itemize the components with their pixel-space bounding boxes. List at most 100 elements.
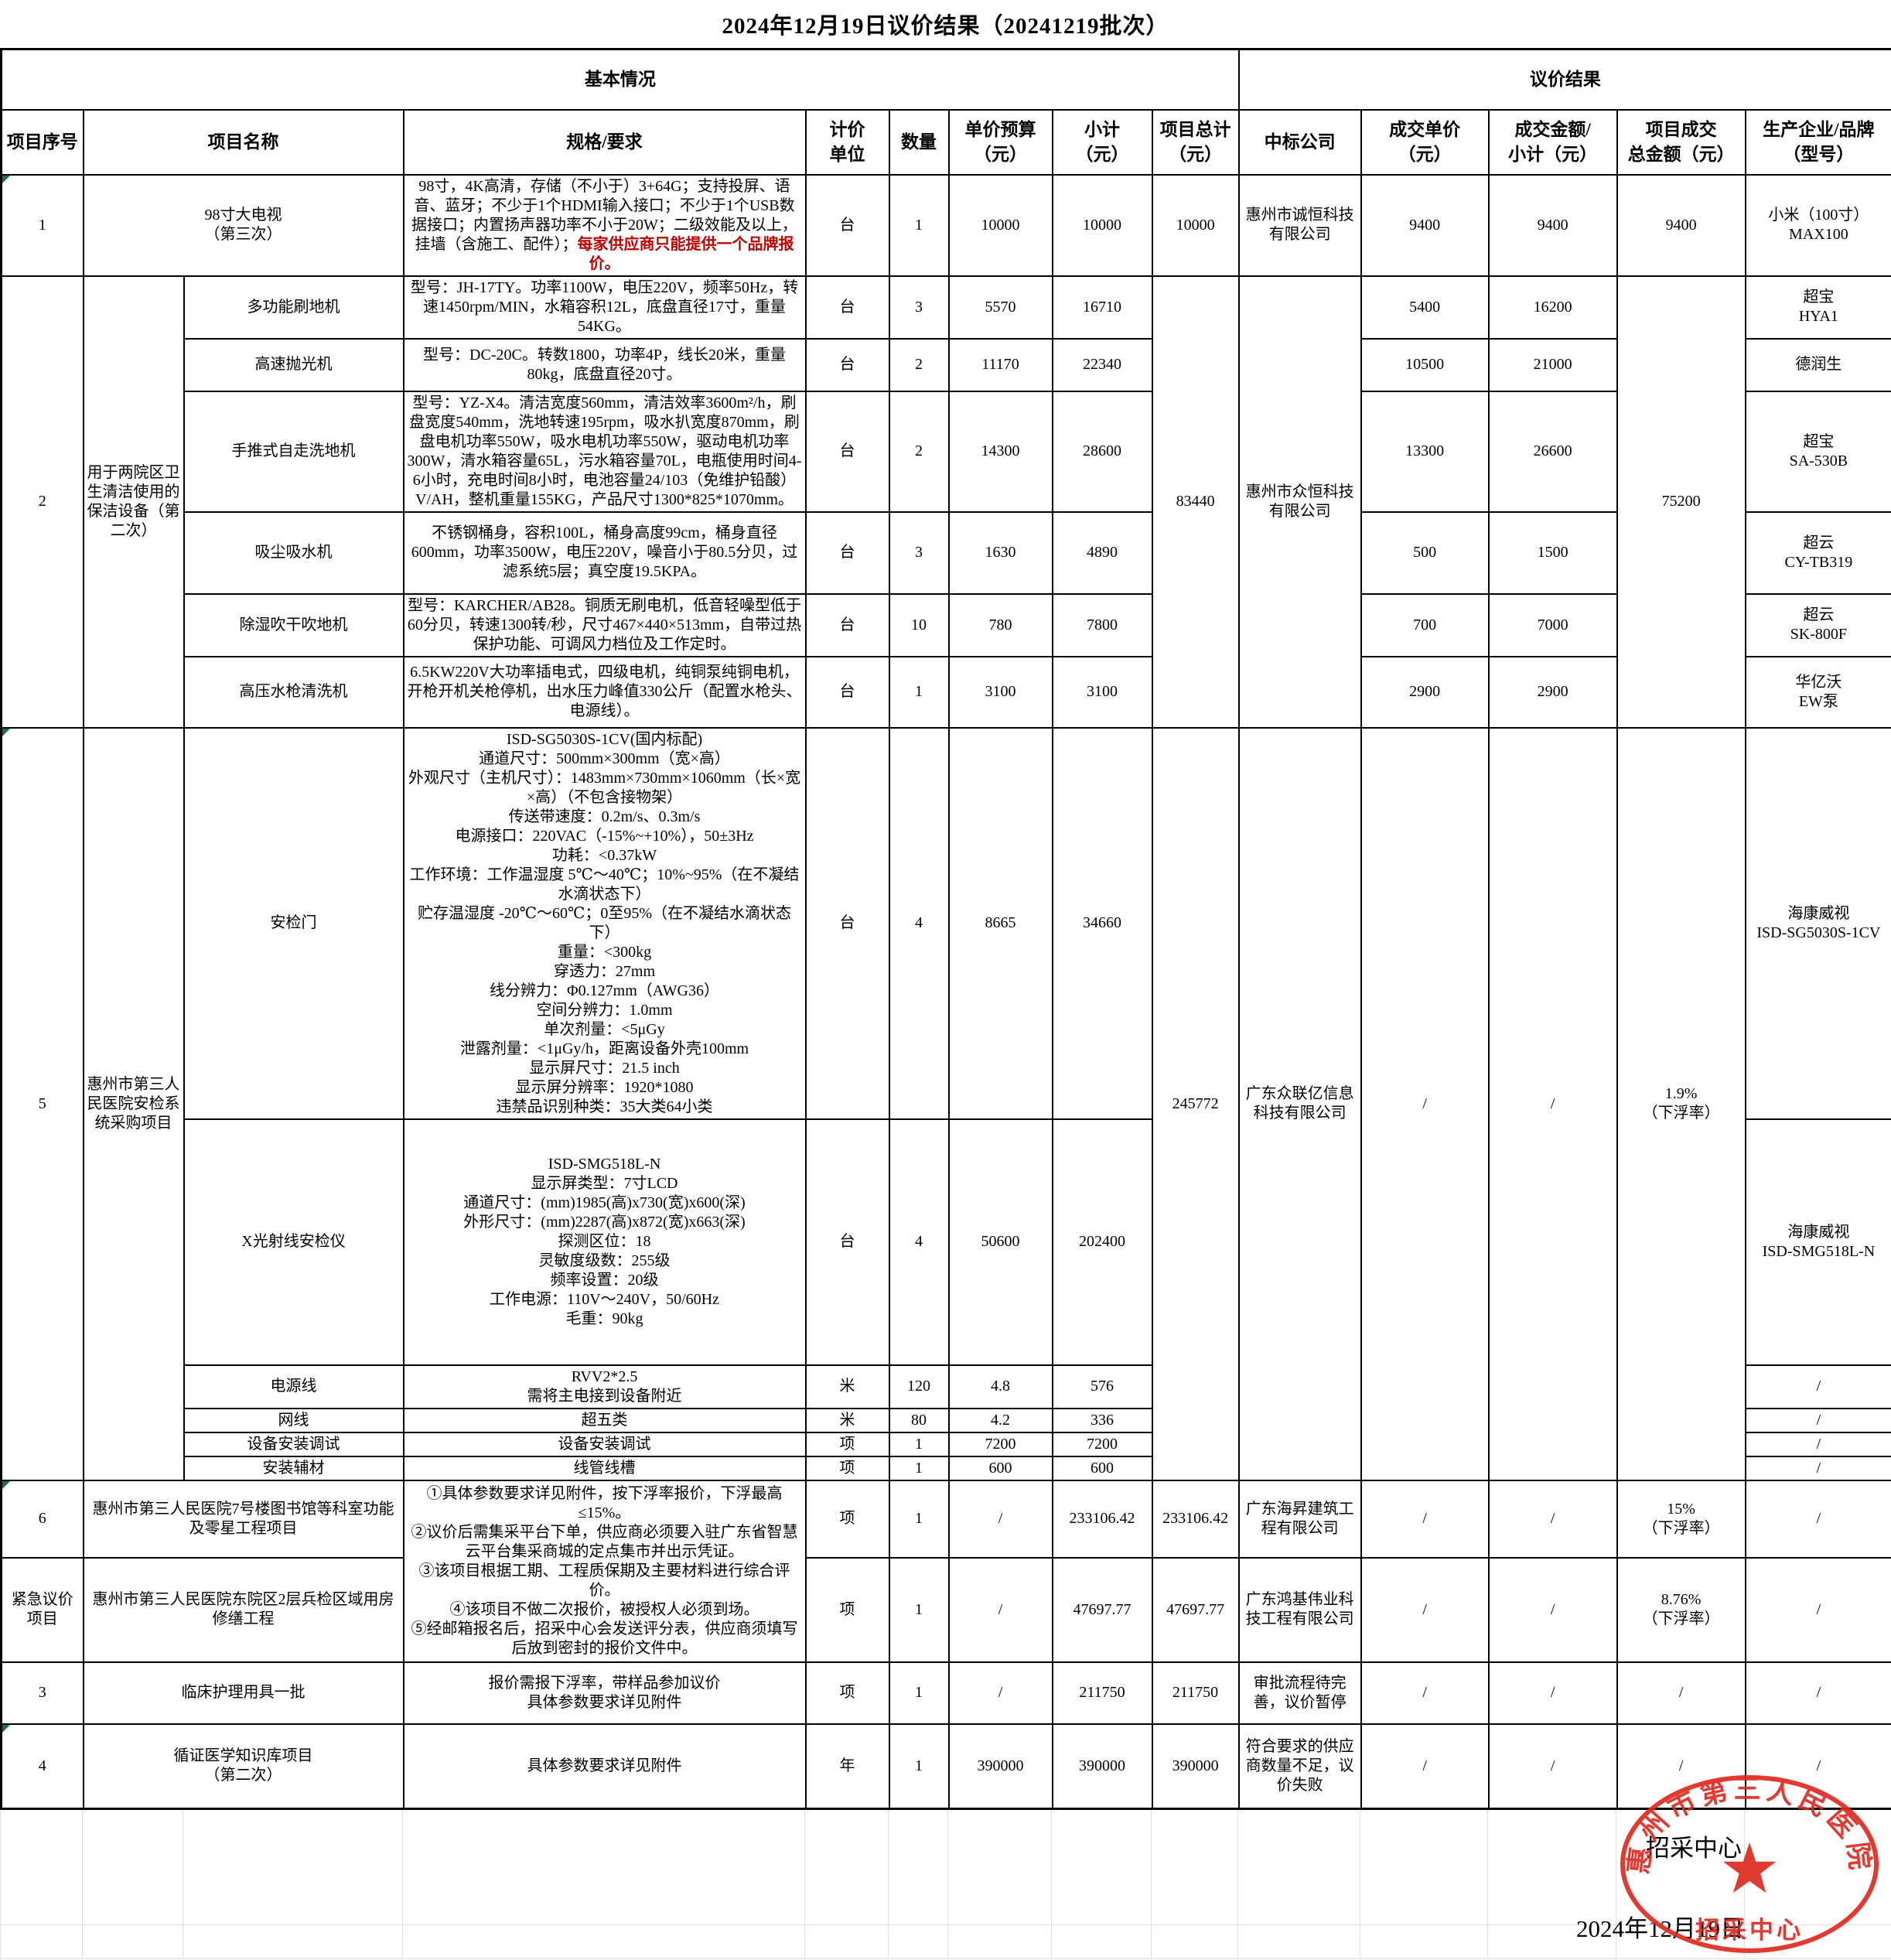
cell-budget: 50600 [949, 1119, 1053, 1365]
col-header-name: 项目名称 [84, 110, 404, 175]
col-header-brand: 生产企业/品牌 （型号） [1746, 110, 1891, 175]
grid-cell [1152, 1810, 1238, 1924]
col-header-total: 项目总计 （元） [1152, 110, 1239, 175]
cell-spec: 型号：YZ-X4。清洁宽度560mm，清洁效率3600m²/h，刷盘宽度540m… [404, 391, 806, 512]
cell-company: 惠州市众恒科技有限公司 [1239, 276, 1361, 728]
cell-seq: 4 [2, 1724, 84, 1809]
cell-item-name: 高速抛光机 [184, 339, 404, 391]
cell-unit: 台 [806, 391, 889, 512]
cell-qty: 1 [889, 1724, 949, 1809]
cell-budget: 8665 [949, 728, 1053, 1119]
cell-budget: 780 [949, 594, 1053, 657]
cell-qty: 1 [889, 1456, 949, 1480]
cell-brand: 海康威视 ISD-SMG518L-N [1746, 1119, 1891, 1365]
grid-cell [403, 1810, 805, 1924]
cell-deal-amount: 16200 [1489, 276, 1617, 339]
cell-spec: 型号：JH-17TY。功率1100W，电压220V，频率50Hz，转速1450r… [404, 276, 806, 339]
cell-deal-total: 15% （下浮率） [1617, 1480, 1746, 1558]
cell-deal-total: 75200 [1617, 276, 1746, 728]
cell-unit: 台 [806, 276, 889, 339]
grid-cell [1152, 1924, 1238, 1958]
cell-brand: / [1746, 1432, 1891, 1456]
group-header-result: 议价结果 [1239, 50, 1891, 110]
col-header-unit: 计价 单位 [806, 110, 889, 175]
grid-cell [403, 1924, 805, 1958]
cell-budget: 600 [949, 1456, 1053, 1480]
col-header-qty: 数量 [889, 110, 949, 175]
grid-cell [1, 1924, 83, 1958]
stamp-center-text: 招采中心 [1695, 1917, 1804, 1944]
table-row: 6 惠州市第三人民医院7号楼图书馆等科室功能及零星工程项目 ①具体参数要求详见附… [2, 1480, 1891, 1558]
cell-item-name: 安检门 [184, 728, 404, 1119]
table-row: 手推式自走洗地机 型号：YZ-X4。清洁宽度560mm，清洁效率3600m²/h… [2, 391, 1891, 512]
cell-unit: 台 [806, 594, 889, 657]
cell-qty: 1 [889, 1480, 949, 1558]
cell-spec: ISD-SG5030S-1CV(国内标配) 通道尺寸：500mm×300mm（宽… [404, 728, 806, 1119]
table-row: 2 用于两院区卫生清洁使用的保洁设备（第二次） 多功能刷地机 型号：JH-17T… [2, 276, 1891, 339]
cell-total: 83440 [1152, 276, 1239, 728]
cell-group-name: 用于两院区卫生清洁使用的保洁设备（第二次） [84, 276, 184, 728]
group-header-row: 基本情况 议价结果 [2, 50, 1891, 110]
grid-cell [83, 1924, 183, 1958]
grid-row [1, 1810, 1891, 1924]
cell-deal-price: / [1361, 728, 1489, 1480]
cell-unit: 项 [806, 1558, 889, 1662]
cell-unit: 台 [806, 728, 889, 1119]
table-row: 高速抛光机 型号：DC-20C。转数1800，功率4P，线长20米，重量80kg… [2, 339, 1891, 391]
cell-spec: 型号：KARCHER/AB28。铜质无刷电机，低音轻噪型低于60分贝，转速130… [404, 594, 806, 657]
page-title: 2024年12月19日议价结果（20241219批次） [0, 0, 1891, 48]
cell-deal-amount: 2900 [1489, 657, 1617, 728]
cell-brand: / [1746, 1365, 1891, 1409]
cell-qty: 1 [889, 175, 949, 276]
cell-deal-price: / [1361, 1480, 1489, 1558]
cell-qty: 1 [889, 1558, 949, 1662]
cell-spec: 6.5KW220V大功率插电式，四级电机，纯铜泵纯铜电机，开枪开机关枪停机，出水… [404, 657, 806, 728]
cell-budget: 1630 [949, 512, 1053, 594]
cell-item-name: 网线 [184, 1409, 404, 1432]
grid-cell [805, 1810, 889, 1924]
cell-qty: 2 [889, 339, 949, 391]
grid-cell [183, 1810, 403, 1924]
cell-company: 符合要求的供应商数量不足，议价失败 [1239, 1724, 1361, 1809]
grid-cell [1488, 1810, 1616, 1924]
cell-spec: 线管线槽 [404, 1456, 806, 1480]
grid-cell [183, 1924, 403, 1958]
cell-total: 47697.77 [1152, 1558, 1239, 1662]
cell-subtotal: 47697.77 [1053, 1558, 1152, 1662]
grid-cell [1360, 1924, 1488, 1958]
cell-qty: 1 [889, 1662, 949, 1724]
cell-qty: 4 [889, 728, 949, 1119]
cell-subtotal: 7200 [1053, 1432, 1152, 1456]
cell-deal-amount: 7000 [1489, 594, 1617, 657]
cell-deal-price: 10500 [1361, 339, 1489, 391]
cell-budget: 4.8 [949, 1365, 1053, 1409]
cell-unit: 项 [806, 1456, 889, 1480]
spec-red-note: 每家供应商只能提供一个品牌报价。 [578, 236, 794, 272]
cell-brand: / [1746, 1662, 1891, 1724]
cell-company: 惠州市诚恒科技有限公司 [1239, 175, 1361, 276]
cell-seq: 2 [2, 276, 84, 728]
grid-cell [889, 1924, 948, 1958]
cell-budget: / [949, 1558, 1053, 1662]
cell-brand: 超宝 SA-530B [1746, 391, 1891, 512]
cell-unit: 米 [806, 1365, 889, 1409]
cell-name: 惠州市第三人民医院东院区2层兵检区域用房修缮工程 [84, 1558, 404, 1662]
cell-unit: 台 [806, 175, 889, 276]
cell-qty: 80 [889, 1409, 949, 1432]
cell-group-name: 惠州市第三人民医院安检系统采购项目 [84, 728, 184, 1480]
cell-deal-amount: / [1489, 1724, 1617, 1809]
cell-company: 广东鸿基伟业科技工程有限公司 [1239, 1558, 1361, 1662]
cell-total: 10000 [1152, 175, 1239, 276]
cell-item-name: 吸尘吸水机 [184, 512, 404, 594]
table-row: 高压水枪清洗机 6.5KW220V大功率插电式，四级电机，纯铜泵纯铜电机，开枪开… [2, 657, 1891, 728]
cell-qty: 1 [889, 1432, 949, 1456]
cell-unit: 项 [806, 1662, 889, 1724]
official-stamp: 惠州市第三人民医院 招采中心 [1616, 1771, 1884, 1960]
cell-item-name: 安装辅材 [184, 1456, 404, 1480]
cell-brand: / [1746, 1480, 1891, 1558]
cell-budget: / [949, 1662, 1053, 1724]
cell-spec: ①具体参数要求详见附件，按下浮率报价，下浮最高≤15%。 ②议价后需集采平台下单… [404, 1480, 806, 1662]
cell-deal-price: 13300 [1361, 391, 1489, 512]
cell-item-name: 手推式自走洗地机 [184, 391, 404, 512]
cell-spec: 具体参数要求详见附件 [404, 1724, 806, 1809]
